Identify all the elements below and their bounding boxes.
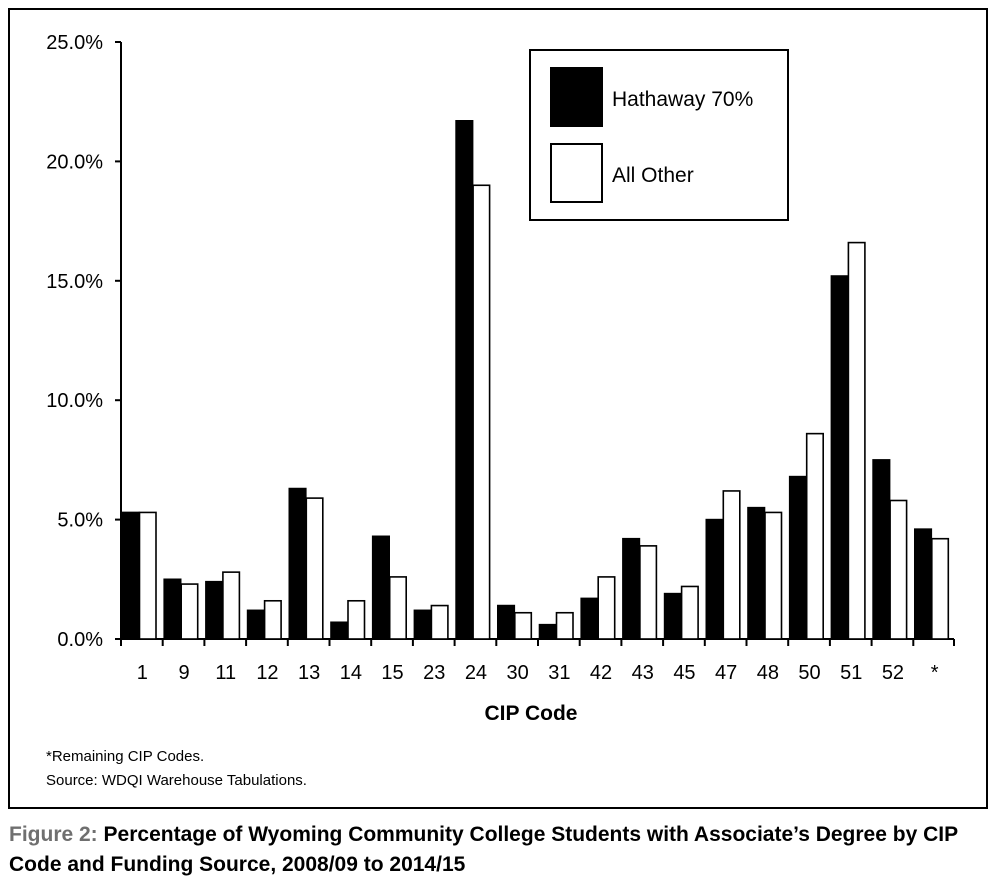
figure-caption: Figure 2: Percentage of Wyoming Communit… bbox=[9, 820, 1000, 880]
x-tick-label: 51 bbox=[840, 662, 862, 684]
bar-hathaway bbox=[622, 537, 641, 640]
bar-hathaway bbox=[580, 597, 599, 640]
figure-label: Figure 2: bbox=[9, 823, 98, 846]
bar-hathaway bbox=[205, 580, 224, 640]
y-tick-labels: 0.0% 5.0% 10.0% 15.0% 20.0% 25.0% bbox=[46, 32, 103, 651]
bar-hathaway bbox=[747, 506, 766, 640]
bar-hathaway bbox=[163, 578, 182, 640]
y-tick-label: 15.0% bbox=[46, 271, 103, 293]
bar-all-other bbox=[930, 537, 950, 640]
bar-hathaway bbox=[830, 275, 849, 640]
x-tick-label: * bbox=[931, 662, 939, 684]
bar-all-other bbox=[180, 583, 199, 640]
y-tick-label: 25.0% bbox=[46, 32, 103, 54]
bars bbox=[121, 120, 950, 640]
bar-all-other bbox=[472, 184, 491, 640]
bar-all-other bbox=[430, 604, 449, 640]
bar-all-other bbox=[889, 499, 908, 640]
x-tick-label: 42 bbox=[590, 662, 612, 684]
bar-hathaway bbox=[496, 604, 516, 640]
x-axis-label: CIP Code bbox=[485, 702, 578, 725]
bar-hathaway bbox=[413, 609, 432, 640]
y-tick-label: 20.0% bbox=[46, 151, 103, 173]
x-tick-label: 11 bbox=[215, 662, 236, 684]
legend-label-all-other: All Other bbox=[612, 164, 694, 187]
x-tick-label: 24 bbox=[465, 662, 487, 684]
bar-hathaway bbox=[663, 592, 682, 640]
legend-swatch-all-other bbox=[550, 143, 603, 203]
x-tick-label: 45 bbox=[673, 662, 695, 684]
x-tick-label: 15 bbox=[381, 662, 403, 684]
x-tick-label: 47 bbox=[715, 662, 737, 684]
bar-all-other bbox=[555, 611, 574, 640]
bar-all-other bbox=[138, 511, 157, 640]
bar-hathaway bbox=[913, 528, 933, 640]
y-tick-label: 0.0% bbox=[57, 629, 103, 651]
x-tick-labels: 1 9 11 12 13 14 15 23 24 30 31 42 43 45 47 48 50 51 52 * bbox=[137, 662, 939, 684]
bar-hathaway bbox=[246, 609, 265, 640]
x-tick-label: 31 bbox=[548, 662, 570, 684]
bar-all-other bbox=[347, 599, 366, 640]
bar-all-other bbox=[597, 576, 616, 640]
x-tick-label: 52 bbox=[882, 662, 904, 684]
x-tick-label: 13 bbox=[298, 662, 320, 684]
legend-swatch-hathaway bbox=[550, 67, 603, 127]
legend: Hathaway 70% All Other bbox=[529, 49, 789, 221]
bar-all-other bbox=[513, 611, 533, 640]
x-tick-label: 43 bbox=[632, 662, 654, 684]
bar-all-other bbox=[305, 497, 324, 640]
legend-label-hathaway: Hathaway 70% bbox=[612, 88, 753, 111]
bar-hathaway bbox=[705, 518, 724, 640]
bar-hathaway bbox=[872, 459, 891, 640]
bar-all-other bbox=[764, 511, 783, 640]
y-tick-label: 5.0% bbox=[57, 510, 103, 532]
bar-hathaway bbox=[788, 475, 808, 640]
bar-hathaway bbox=[288, 487, 307, 640]
bar-hathaway bbox=[330, 621, 349, 640]
source-note: Source: WDQI Warehouse Tabulations. bbox=[46, 772, 307, 789]
bar-all-other bbox=[222, 571, 241, 640]
y-tick-label: 10.0% bbox=[46, 390, 103, 412]
bar-hathaway bbox=[455, 120, 474, 640]
x-tick-label: 9 bbox=[178, 662, 189, 684]
bar-chart: 1 9 11 12 13 14 15 23 24 30 31 42 43 45 47 48 50 51 52 * 0.… bbox=[46, 32, 955, 725]
bar-all-other bbox=[680, 585, 699, 640]
x-tick-label: 30 bbox=[507, 662, 529, 684]
figure-title: Percentage of Wyoming Community College … bbox=[9, 823, 958, 876]
figure-frame: 1 9 11 12 13 14 15 23 24 30 31 42 43 45 47 48 50 51 52 * 0.… bbox=[8, 8, 988, 809]
bar-all-other bbox=[805, 432, 825, 640]
bar-hathaway bbox=[371, 535, 391, 640]
bar-all-other bbox=[722, 490, 741, 640]
x-tick-label: 48 bbox=[757, 662, 779, 684]
x-tick-label: 23 bbox=[423, 662, 445, 684]
x-tick-label: 12 bbox=[256, 662, 278, 684]
bar-hathaway bbox=[121, 511, 140, 640]
remaining-codes-note: *Remaining CIP Codes. bbox=[46, 748, 205, 765]
bar-all-other bbox=[388, 576, 408, 640]
x-tick-label: 50 bbox=[798, 662, 820, 684]
x-tick-label: 14 bbox=[340, 662, 362, 684]
bar-all-other bbox=[263, 599, 282, 640]
bar-hathaway bbox=[538, 623, 557, 640]
bar-all-other bbox=[847, 241, 866, 640]
bar-all-other bbox=[639, 545, 658, 640]
x-tick-label: 1 bbox=[137, 662, 148, 684]
